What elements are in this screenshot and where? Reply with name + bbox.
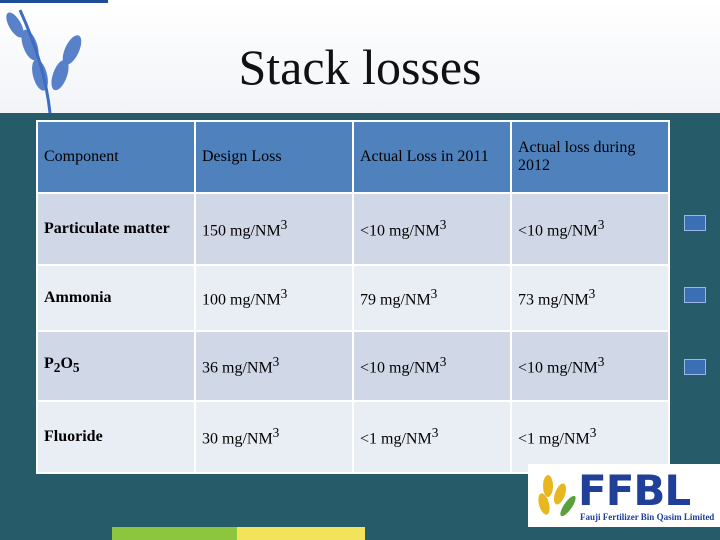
subscript: 5 [72, 360, 80, 376]
header-row: Component Design Loss Actual Loss in 2011 A… [36, 120, 670, 194]
wheat-graphic [6, 9, 82, 113]
superscript: 3 [430, 286, 438, 302]
table-cell: 79 mg/NM3 [352, 264, 512, 332]
cell-text: P [44, 355, 54, 373]
table-cell: <1 mg/NM3 [510, 400, 670, 474]
table-cell: Particulate matter [36, 192, 196, 266]
cell-text: 30 mg/NM [202, 430, 273, 448]
cell-text: 150 mg/NM [202, 222, 281, 240]
table-row: Fluoride 30 mg/NM3 <1 mg/NM3 <1 mg/NM3 [36, 400, 670, 474]
table-row: P2O5 36 mg/NM3 <10 mg/NM3 <10 mg/NM3 [36, 330, 670, 402]
bottom-strip [0, 527, 720, 540]
table-row: Ammonia 100 mg/NM3 79 mg/NM3 73 mg/NM3 [36, 264, 670, 332]
cell-text: O [60, 355, 73, 373]
superscript: 3 [272, 354, 280, 370]
superscript: 3 [589, 425, 597, 441]
table-cell: 36 mg/NM3 [194, 330, 354, 402]
superscript: 3 [280, 286, 288, 302]
superscript: 3 [597, 217, 605, 233]
cell-text: <10 mg/NM [360, 222, 440, 240]
logo: FFBL Fauji Fertilizer Bin Qasim Limited [528, 464, 720, 527]
cell-text: <10 mg/NM [518, 222, 598, 240]
table-cell: <10 mg/NM3 [510, 330, 670, 402]
logo-company: Fauji Fertilizer Bin Qasim Limited [580, 512, 715, 522]
superscript: 3 [439, 354, 447, 370]
header-band [0, 0, 720, 113]
superscript: 3 [272, 425, 280, 441]
cell-text: 79 mg/NM [360, 291, 431, 309]
logo-name: FFBL [578, 466, 691, 515]
table-cell: Ammonia [36, 264, 196, 332]
table-cell: 73 mg/NM3 [510, 264, 670, 332]
logo-wheat [538, 475, 576, 517]
superscript: 3 [439, 217, 447, 233]
table-cell: P2O5 [36, 330, 196, 402]
cell-text: <1 mg/NM [360, 430, 432, 448]
nav-icon [684, 215, 706, 231]
superscript: 3 [597, 354, 605, 370]
superscript: 3 [431, 425, 439, 441]
cell-text: <10 mg/NM [360, 359, 440, 377]
table-cell: 150 mg/NM3 [194, 192, 354, 266]
cell-text: Fluoride [44, 428, 103, 445]
table-cell: <10 mg/NM3 [352, 330, 512, 402]
header-cell: Actual loss during 2012 [510, 120, 670, 194]
nav-icon [684, 359, 706, 375]
top-bar [0, 0, 108, 3]
subscript: 2 [53, 360, 61, 376]
superscript: 3 [280, 217, 288, 233]
table-cell: <10 mg/NM3 [510, 192, 670, 266]
cell-text: 73 mg/NM [518, 291, 589, 309]
table-cell: <1 mg/NM3 [352, 400, 512, 474]
header-cell: Design Loss [194, 120, 354, 194]
slide-title: Stack losses [238, 39, 482, 95]
cell-text: 100 mg/NM [202, 291, 281, 309]
table-row: Particulate matter 150 mg/NM3 <10 mg/NM3 <1… [36, 192, 670, 266]
cell-text: Ammonia [44, 289, 112, 306]
nav-icon [684, 287, 706, 303]
table-cell: Fluoride [36, 400, 196, 474]
cell-text: Particulate matter [44, 220, 170, 237]
header-cell: Actual Loss in 2011 [352, 120, 512, 194]
cell-text: 36 mg/NM [202, 359, 273, 377]
table-cell: 30 mg/NM3 [194, 400, 354, 474]
cell-text: <10 mg/NM [518, 359, 598, 377]
superscript: 3 [588, 286, 596, 302]
table-cell: <10 mg/NM3 [352, 192, 512, 266]
data-table: Component Design Loss Actual Loss in 2011 A… [36, 120, 670, 474]
table-cell: 100 mg/NM3 [194, 264, 354, 332]
cell-text: <1 mg/NM [518, 430, 590, 448]
header-cell: Component [36, 120, 196, 194]
